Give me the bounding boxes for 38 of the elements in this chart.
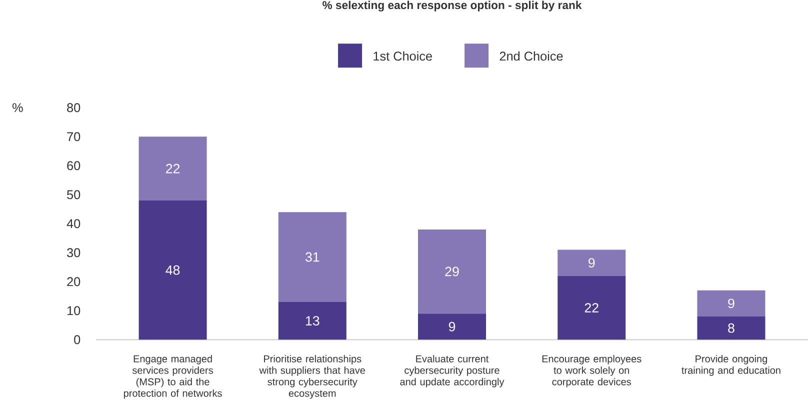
bar [278, 212, 346, 302]
bar [138, 136, 207, 200]
chart-title: % selexting each response option - split by rank [322, 0, 582, 12]
data-label: 13 [306, 316, 320, 326]
x-tick-label: Provide ongoing training and education [682, 355, 780, 376]
data-label: 9 [728, 298, 734, 308]
legend-label: 1st Choice [374, 51, 432, 61]
data-label: 22 [584, 303, 598, 312]
bar [558, 276, 626, 340]
x-tick-label: Prioritise relationships with suppliers that have strong cybersecurity ecosystem [259, 355, 366, 399]
bar [418, 229, 486, 314]
bar [278, 302, 346, 340]
legend-label: 2nd Choice [500, 51, 563, 61]
data-label: 48 [166, 265, 180, 275]
y-tick-label: 40 [66, 219, 80, 228]
y-tick-label: 10 [67, 306, 80, 316]
bar [697, 316, 766, 340]
x-tick-label: Evaluate current cybersecurity posture and update accordingly [400, 355, 504, 388]
y-tick-label: 20 [67, 277, 80, 286]
y-tick-label: 80 [67, 103, 80, 112]
data-label: 31 [305, 252, 320, 262]
bar [558, 250, 626, 276]
data-label: 9 [448, 322, 456, 332]
y-tick-label: 30 [67, 248, 80, 258]
y-tick-label: 0 [74, 335, 80, 344]
data-label: 22 [166, 164, 180, 174]
y-axis-title: % [12, 103, 23, 112]
x-tick-label: Encourage employees to work solely on corporate devices [542, 355, 642, 388]
y-tick-label: 60 [67, 161, 80, 170]
data-label: 8 [728, 323, 734, 333]
x-tick-label: Engage managed services providers (MSP) to aid the protection of networks [124, 355, 222, 399]
data-label: 29 [445, 266, 459, 276]
bar [697, 290, 766, 316]
y-tick-label: 70 [67, 132, 80, 142]
bar [138, 200, 207, 340]
bar [418, 314, 486, 340]
data-label: 9 [588, 258, 595, 268]
y-tick-label: 50 [67, 190, 80, 200]
